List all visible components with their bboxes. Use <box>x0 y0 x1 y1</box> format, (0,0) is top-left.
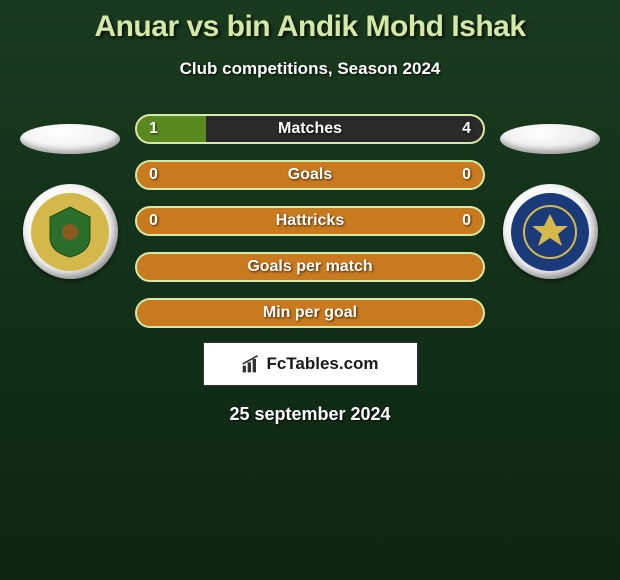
stat-label: Min per goal <box>137 304 483 322</box>
player-right-badge-inner <box>511 193 589 271</box>
player-left-column <box>15 114 125 279</box>
player-left-oval <box>20 124 120 154</box>
player-right-oval <box>500 124 600 154</box>
subtitle: Club competitions, Season 2024 <box>180 59 441 79</box>
stat-bar: Goals per match <box>135 252 485 282</box>
comparison-card: Anuar vs bin Andik Mohd Ishak Club compe… <box>0 0 620 425</box>
stat-bar: 14Matches <box>135 114 485 144</box>
stat-bar: Min per goal <box>135 298 485 328</box>
fctables-logo[interactable]: FcTables.com <box>203 342 418 386</box>
shield-icon <box>40 202 100 262</box>
stat-label: Hattricks <box>137 212 483 230</box>
player-left-badge <box>23 184 118 279</box>
chart-icon <box>241 354 261 374</box>
stat-bar: 00Hattricks <box>135 206 485 236</box>
stat-label: Goals <box>137 166 483 184</box>
date-label: 25 september 2024 <box>229 404 390 425</box>
logo-text: FcTables.com <box>266 354 378 374</box>
player-left-badge-inner <box>31 193 109 271</box>
stat-label: Matches <box>137 120 483 138</box>
stat-bars: 14Matches 00Goals 00Hattricks Goals per mat… <box>135 114 485 328</box>
crest-icon <box>520 202 580 262</box>
stats-area: 14Matches 00Goals 00Hattricks Goals per mat… <box>0 114 620 328</box>
page-title: Anuar vs bin Andik Mohd Ishak <box>94 10 525 44</box>
player-right-badge <box>503 184 598 279</box>
stat-label: Goals per match <box>137 258 483 276</box>
stat-bar: 00Goals <box>135 160 485 190</box>
player-right-column <box>495 114 605 279</box>
